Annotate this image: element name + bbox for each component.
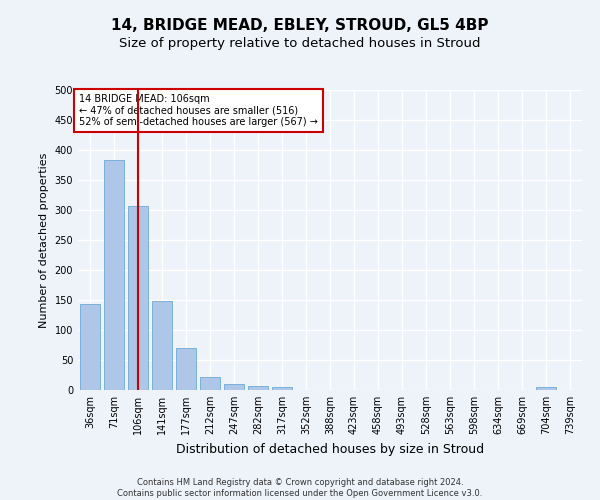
Bar xyxy=(536,387,556,390)
Bar xyxy=(80,304,100,390)
Bar xyxy=(200,377,220,390)
Bar xyxy=(128,206,148,390)
Bar xyxy=(176,348,196,390)
Bar xyxy=(152,301,172,390)
Text: 14 BRIDGE MEAD: 106sqm
← 47% of detached houses are smaller (516)
52% of semi-de: 14 BRIDGE MEAD: 106sqm ← 47% of detached… xyxy=(79,94,318,128)
X-axis label: Distribution of detached houses by size in Stroud: Distribution of detached houses by size … xyxy=(176,442,484,456)
Bar xyxy=(224,384,244,390)
Bar xyxy=(104,160,124,390)
Text: Contains HM Land Registry data © Crown copyright and database right 2024.
Contai: Contains HM Land Registry data © Crown c… xyxy=(118,478,482,498)
Bar xyxy=(248,386,268,390)
Bar xyxy=(272,387,292,390)
Text: Size of property relative to detached houses in Stroud: Size of property relative to detached ho… xyxy=(119,38,481,51)
Text: 14, BRIDGE MEAD, EBLEY, STROUD, GL5 4BP: 14, BRIDGE MEAD, EBLEY, STROUD, GL5 4BP xyxy=(111,18,489,32)
Y-axis label: Number of detached properties: Number of detached properties xyxy=(39,152,49,328)
